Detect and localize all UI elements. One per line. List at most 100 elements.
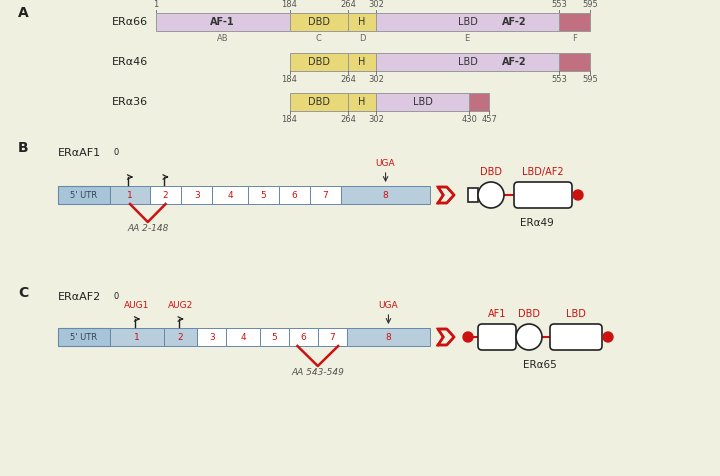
Text: 553: 553 [552,75,567,84]
FancyBboxPatch shape [164,328,197,346]
Text: AUG1: AUG1 [125,301,150,310]
Text: 7: 7 [323,190,328,199]
Text: ERα66: ERα66 [112,17,148,27]
Text: 6: 6 [300,333,306,341]
FancyBboxPatch shape [514,182,572,208]
Text: 2: 2 [163,190,168,199]
Text: 8: 8 [386,333,391,341]
FancyBboxPatch shape [110,328,164,346]
Text: AF1: AF1 [488,309,506,319]
Circle shape [603,332,613,342]
Text: 264: 264 [340,75,356,84]
FancyBboxPatch shape [310,186,341,204]
Text: 184: 184 [282,75,297,84]
Polygon shape [438,329,454,345]
FancyBboxPatch shape [289,53,348,71]
Text: 3: 3 [209,333,215,341]
Text: 264: 264 [340,0,356,9]
Text: 4: 4 [228,190,233,199]
Text: LBD: LBD [566,309,586,319]
Text: 553: 553 [552,0,567,9]
Text: H: H [359,57,366,67]
Text: 302: 302 [368,75,384,84]
FancyBboxPatch shape [348,13,376,31]
Text: 430: 430 [462,115,477,124]
FancyBboxPatch shape [260,328,289,346]
FancyBboxPatch shape [289,328,318,346]
Text: LBD/AF2: LBD/AF2 [522,167,564,177]
Text: AF-1: AF-1 [210,17,235,27]
Circle shape [573,190,583,200]
Text: D: D [359,34,365,43]
Circle shape [463,332,473,342]
Text: H: H [359,97,366,107]
FancyBboxPatch shape [341,186,430,204]
FancyBboxPatch shape [468,188,478,202]
FancyBboxPatch shape [156,13,289,31]
FancyBboxPatch shape [248,186,279,204]
Text: 5' UTR: 5' UTR [71,333,98,341]
FancyBboxPatch shape [212,186,248,204]
FancyBboxPatch shape [347,328,430,346]
FancyBboxPatch shape [150,186,181,204]
Text: 1: 1 [127,190,133,199]
Circle shape [516,324,542,350]
Text: DBD: DBD [480,167,502,177]
FancyBboxPatch shape [318,328,347,346]
FancyBboxPatch shape [58,328,110,346]
Text: 184: 184 [282,115,297,124]
Text: LBD: LBD [458,57,477,67]
FancyBboxPatch shape [478,324,516,350]
Text: 595: 595 [582,0,598,9]
FancyBboxPatch shape [279,186,310,204]
Text: 2: 2 [178,333,184,341]
FancyBboxPatch shape [110,186,150,204]
Text: ERα46: ERα46 [112,57,148,67]
Text: 6: 6 [292,190,297,199]
Text: ERα65: ERα65 [523,360,557,370]
FancyBboxPatch shape [550,324,602,350]
Text: 5: 5 [261,190,266,199]
FancyBboxPatch shape [376,13,559,31]
Text: UGA: UGA [376,159,395,168]
Text: ERαAF2: ERαAF2 [58,292,102,302]
FancyBboxPatch shape [469,93,489,111]
Text: ERαAF1: ERαAF1 [58,148,101,158]
Text: AB: AB [217,34,228,43]
Text: 3: 3 [194,190,199,199]
FancyBboxPatch shape [58,186,110,204]
Text: ERα36: ERα36 [112,97,148,107]
Text: LBD: LBD [458,17,477,27]
Text: 264: 264 [340,115,356,124]
Text: B: B [18,141,29,155]
FancyBboxPatch shape [376,93,469,111]
Text: 0: 0 [114,148,120,157]
Text: AA 2-148: AA 2-148 [127,224,168,233]
FancyBboxPatch shape [181,186,212,204]
Text: 457: 457 [481,115,497,124]
Text: 5' UTR: 5' UTR [71,190,98,199]
Text: AF-2: AF-2 [502,17,526,27]
Text: LBD: LBD [413,97,433,107]
Text: DBD: DBD [307,97,330,107]
Text: 4: 4 [240,333,246,341]
Text: ERα49: ERα49 [520,218,554,228]
Polygon shape [438,187,454,203]
Text: UGA: UGA [379,301,398,310]
Text: AF-2: AF-2 [502,57,526,67]
Text: C: C [316,34,322,43]
Text: 7: 7 [330,333,336,341]
Text: E: E [464,34,470,43]
Text: F: F [572,34,577,43]
Text: AUG2: AUG2 [168,301,193,310]
FancyBboxPatch shape [348,53,376,71]
Text: 184: 184 [282,0,297,9]
Circle shape [478,182,504,208]
Text: DBD: DBD [518,309,540,319]
FancyBboxPatch shape [289,13,348,31]
FancyBboxPatch shape [559,13,590,31]
Text: 1: 1 [134,333,140,341]
Text: AA 543-549: AA 543-549 [292,368,344,377]
Text: 0: 0 [114,292,120,301]
Text: 5: 5 [271,333,277,341]
